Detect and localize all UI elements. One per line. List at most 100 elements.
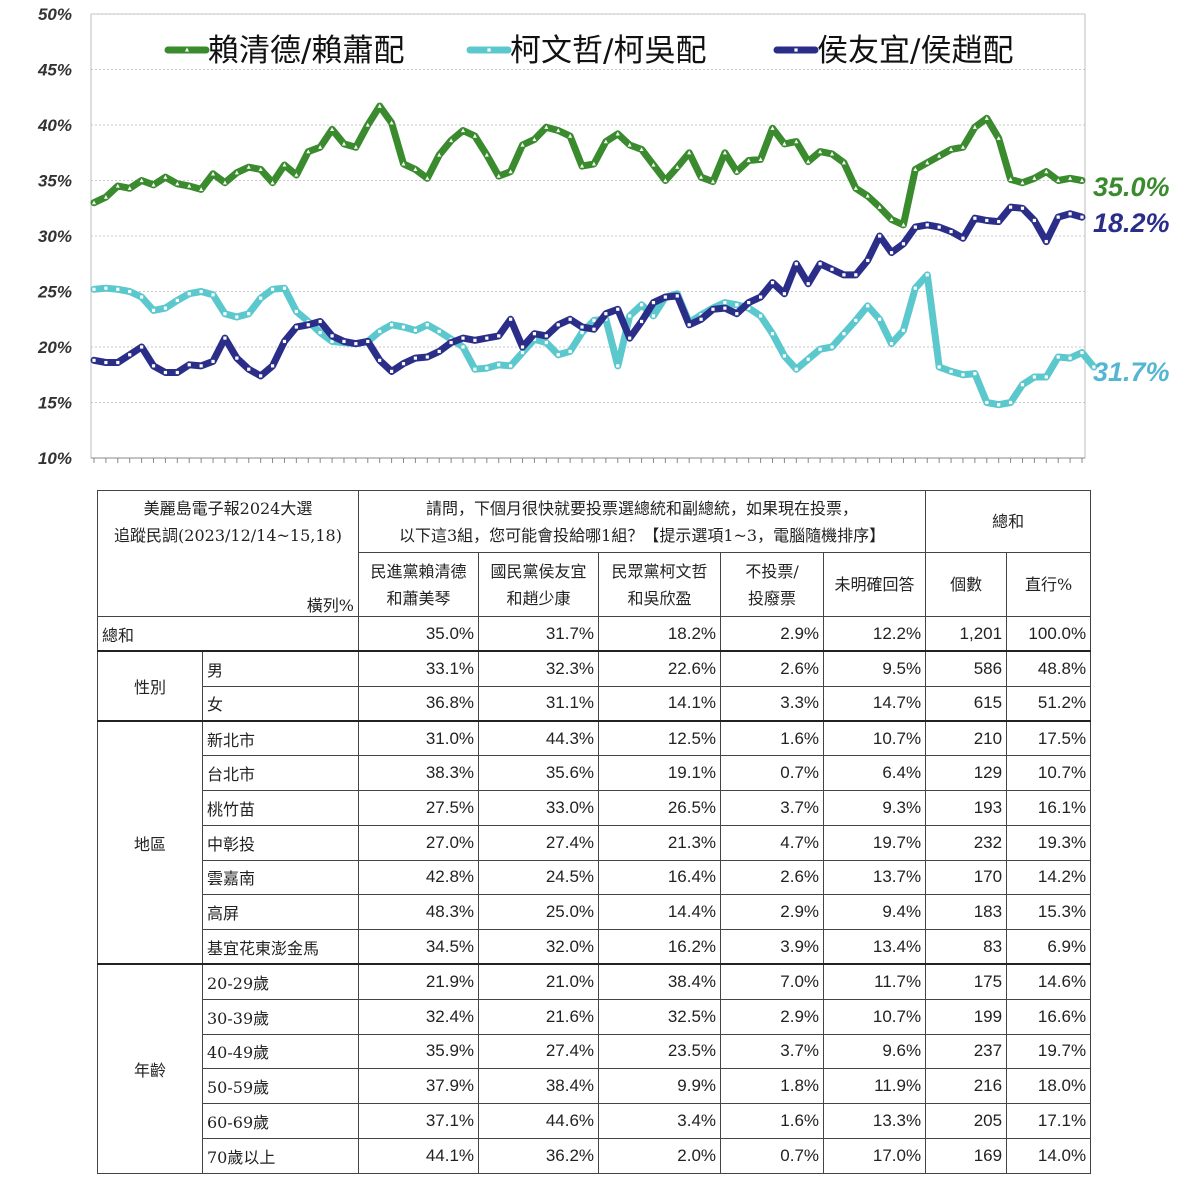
data-point: [1092, 365, 1096, 369]
data-point: [580, 325, 584, 329]
data-point: [437, 329, 441, 334]
table-cell: 32.0%: [478, 929, 600, 965]
table-cell: 14.2%: [1006, 859, 1092, 896]
data-point: [461, 345, 465, 349]
data-point: [913, 167, 918, 171]
table-cell: 16.1%: [1006, 789, 1092, 826]
data-point: [544, 334, 548, 338]
table-cell: 25.0%: [478, 894, 600, 931]
data-point: [389, 369, 394, 374]
table-cell: 23.5%: [598, 1033, 722, 1070]
data-point: [651, 162, 656, 167]
group-label-1: 地區: [97, 719, 203, 965]
table-cell: 35.6%: [478, 755, 600, 791]
table-cell: 14.4%: [598, 894, 722, 931]
end-label-0: 35.0%: [1093, 172, 1170, 202]
data-point: [353, 145, 358, 149]
table-cell: 210: [925, 719, 1008, 757]
table-cell: 199: [925, 998, 1008, 1035]
end-label-2: 31.7%: [1093, 357, 1170, 387]
table-cell: 14.7%: [823, 685, 927, 722]
data-point: [580, 330, 584, 335]
data-point: [222, 180, 227, 185]
data-point: [675, 164, 680, 169]
table-cell: 13.3%: [823, 1103, 927, 1139]
data-point: [854, 273, 858, 277]
table-cell: 170: [925, 859, 1008, 896]
y-tick-label: 20%: [37, 338, 72, 357]
data-point: [425, 176, 430, 180]
table-cell: 6.4%: [823, 755, 927, 791]
data-point: [985, 400, 989, 405]
data-point: [163, 306, 168, 310]
data-point: [223, 312, 227, 316]
table-cell: 32.4%: [358, 998, 480, 1035]
data-point: [104, 286, 108, 290]
data-point: [199, 364, 203, 368]
table-row: 桃竹苗 27.5% 33.0% 26.5% 3.7% 9.3% 193 16.1%: [98, 789, 1092, 826]
data-point: [401, 325, 406, 329]
data-point: [937, 365, 941, 369]
data-point: [103, 194, 108, 199]
column-header-0: 民進黨賴清德 和蕭美琴: [358, 552, 480, 617]
data-point: [1044, 239, 1048, 244]
data-point: [92, 200, 96, 205]
legend-marker: [185, 47, 189, 52]
data-point: [211, 293, 215, 297]
row-label: 20-29歲: [201, 963, 360, 1000]
overall-cell: 18.2%: [598, 616, 722, 652]
data-point: [1032, 375, 1036, 379]
data-point: [211, 359, 215, 364]
data-point: [1056, 215, 1060, 219]
table-cell: 1.6%: [720, 719, 825, 757]
table-cell: 32.5%: [598, 998, 722, 1035]
data-point: [973, 216, 977, 220]
data-point: [187, 363, 191, 367]
table-cell: 3.7%: [720, 789, 825, 826]
data-point: [770, 281, 775, 285]
data-point: [592, 318, 596, 322]
data-point: [830, 151, 835, 156]
table-cell: 51.2%: [1006, 685, 1092, 722]
data-point: [544, 125, 549, 129]
data-point: [139, 178, 144, 183]
data-point: [937, 153, 942, 158]
legend-item-1: 柯文哲/柯吳配: [466, 33, 706, 69]
table-cell: 44.6%: [478, 1103, 600, 1139]
overall-cell: 12.2%: [823, 616, 927, 652]
table-cell: 9.4%: [823, 894, 927, 931]
table-cell: 18.0%: [1006, 1068, 1092, 1105]
data-point: [115, 183, 120, 188]
data-point: [937, 225, 941, 229]
y-axis-tick-labels: 50% 45% 40% 35% 30% 25% 20% 15% 10%: [37, 5, 72, 468]
data-point: [770, 126, 775, 130]
table-cell: 3.4%: [598, 1103, 722, 1139]
data-point: [473, 367, 477, 371]
overall-cell: 2.9%: [720, 616, 825, 652]
data-point: [627, 142, 632, 147]
table-cell: 10.7%: [823, 719, 927, 757]
data-point: [116, 360, 120, 365]
legend-marker: [794, 48, 798, 52]
y-tick-label: 25%: [37, 283, 72, 302]
data-point: [508, 169, 513, 174]
data-point: [270, 180, 275, 185]
legend-label: 柯文哲/柯吳配: [510, 33, 706, 69]
table-cell: 615: [925, 685, 1008, 722]
data-point: [234, 170, 239, 175]
data-point: [830, 345, 834, 349]
data-point: [1044, 169, 1049, 174]
data-point: [497, 363, 501, 367]
data-point: [1056, 178, 1061, 183]
table-cell: 27.0%: [358, 824, 480, 861]
data-point: [663, 295, 667, 299]
data-point: [425, 355, 429, 359]
data-point: [1068, 176, 1073, 180]
total-header: 總和: [925, 490, 1092, 553]
data-point: [865, 193, 870, 198]
table-row: 60-69歲 37.1% 44.6% 3.4% 1.6% 13.3% 205 17.1%: [98, 1103, 1092, 1139]
table-cell: 9.5%: [823, 650, 927, 687]
overall-label: 總和: [96, 616, 360, 652]
data-point: [806, 282, 810, 286]
data-point: [949, 147, 954, 152]
